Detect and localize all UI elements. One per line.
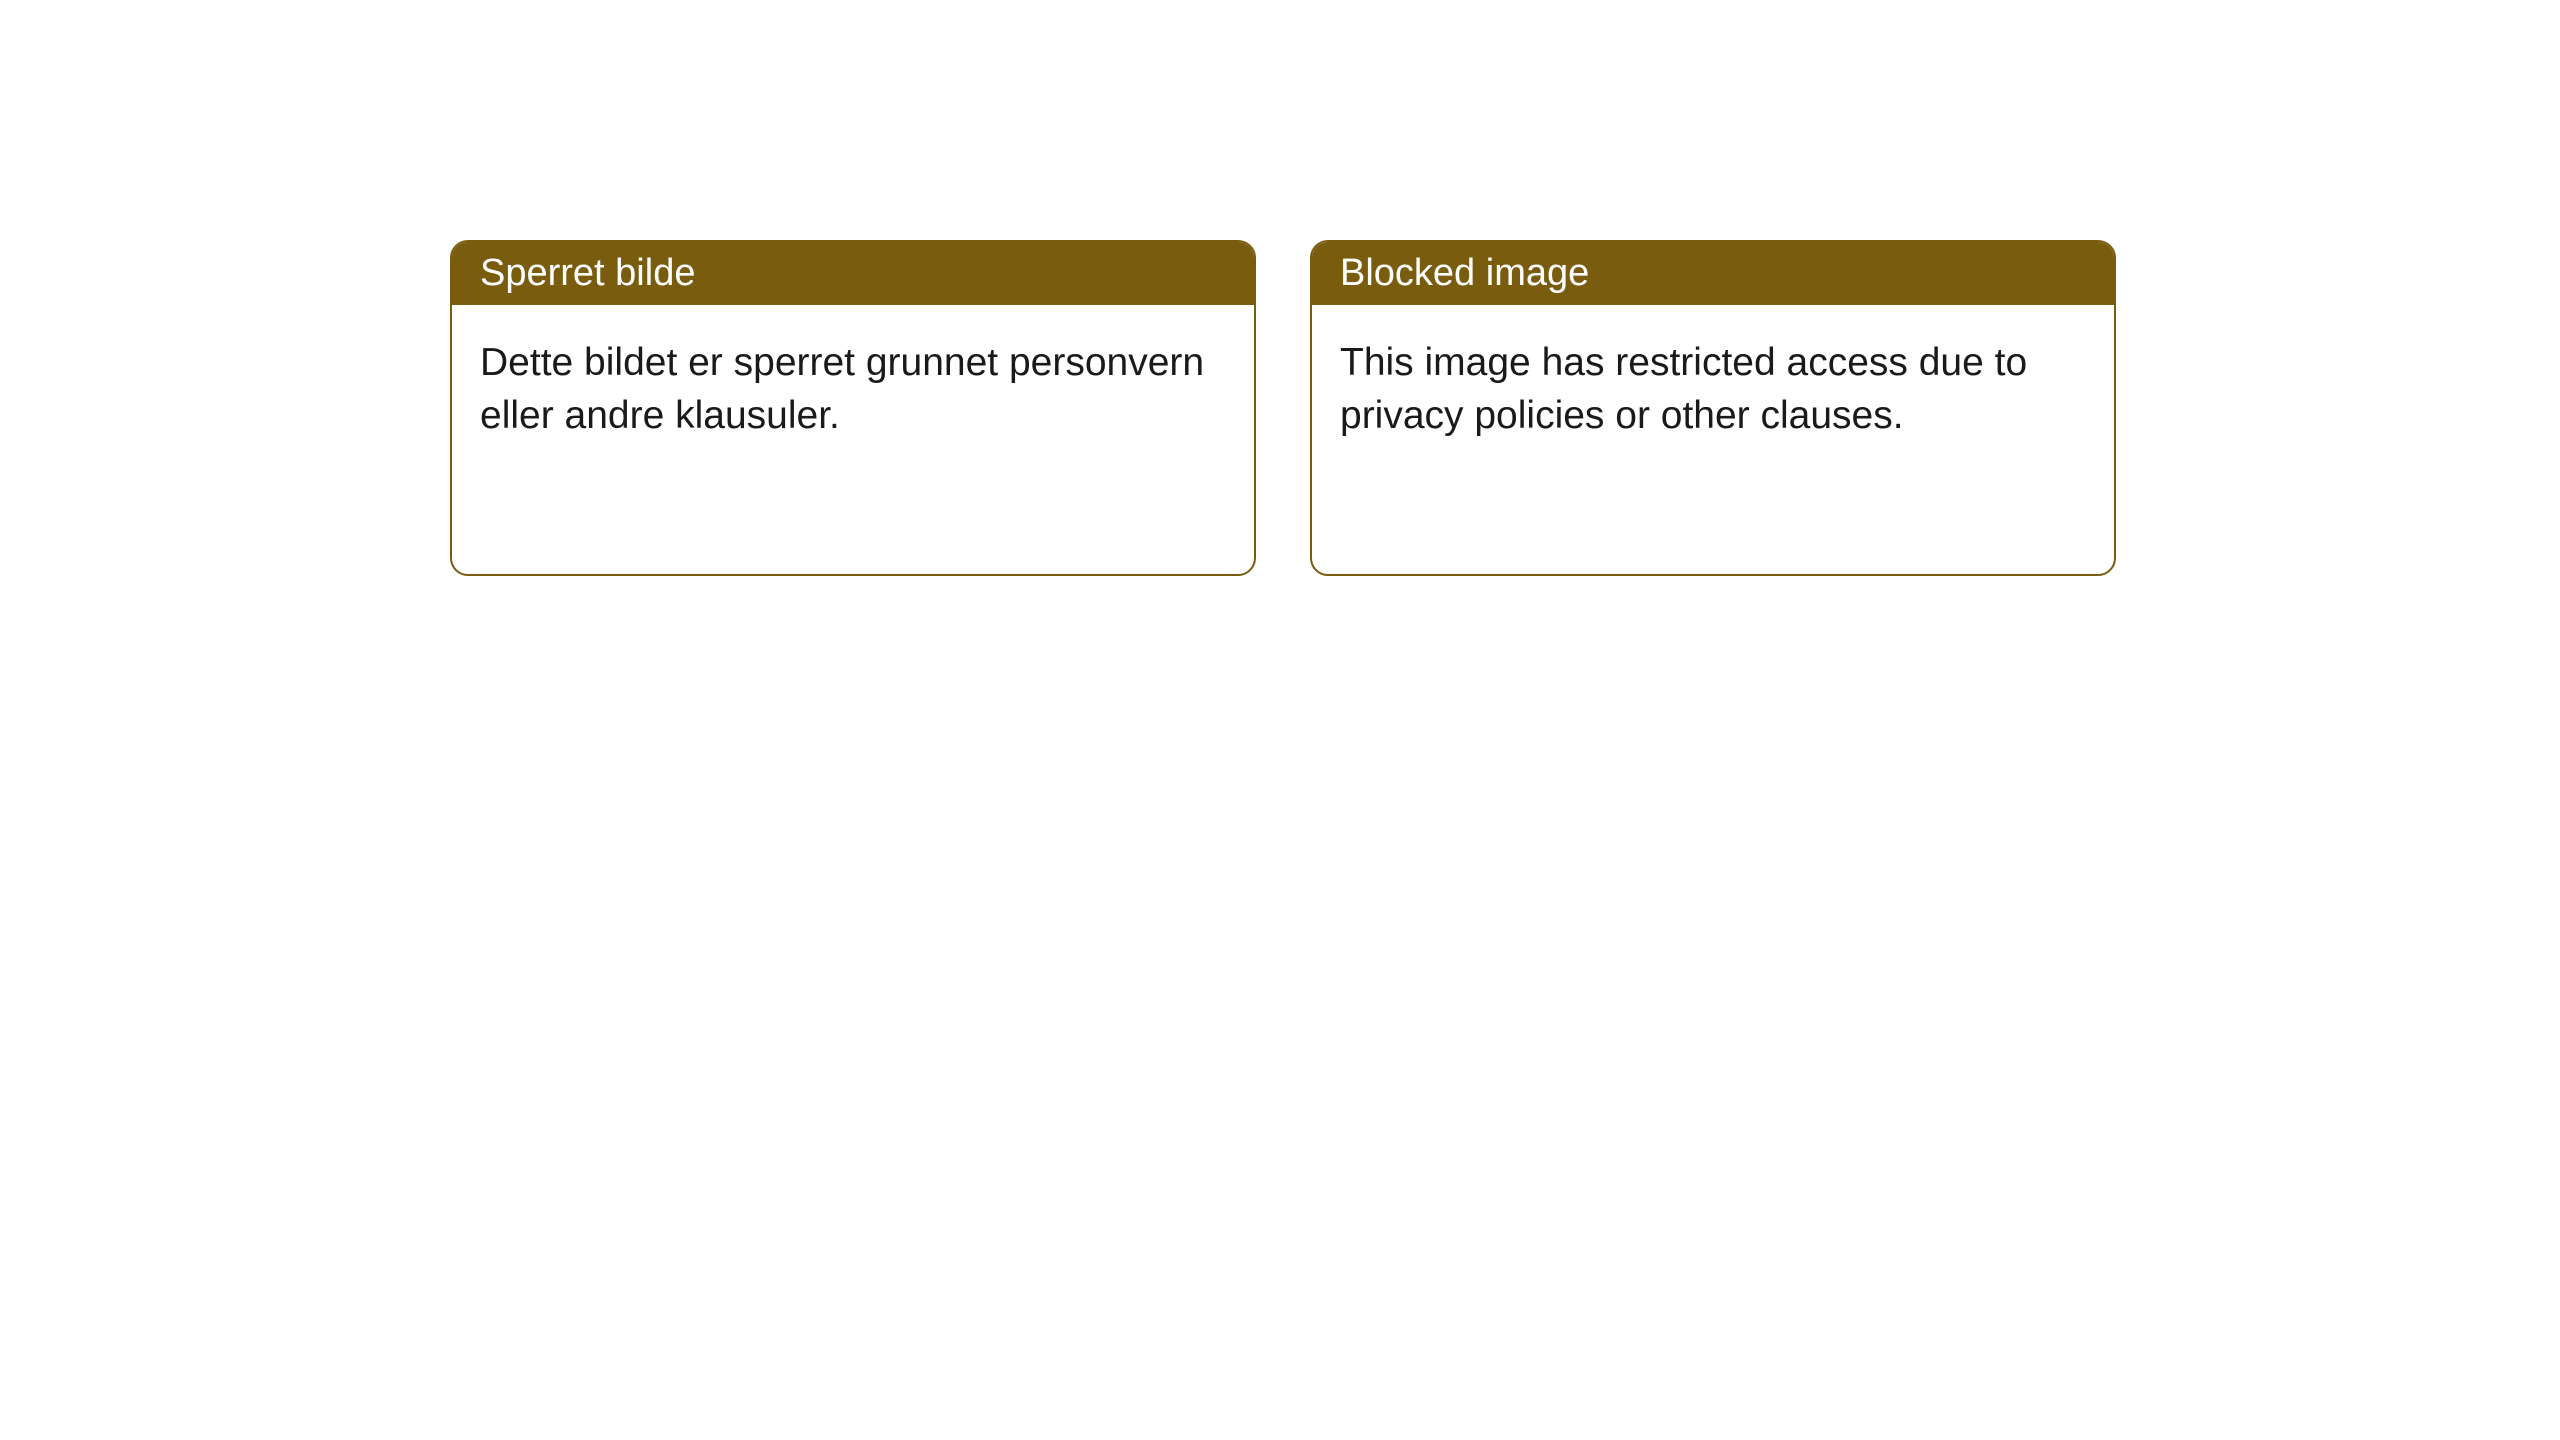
card-header-en: Blocked image bbox=[1312, 242, 2114, 305]
blocked-image-card-no: Sperret bilde Dette bildet er sperret gr… bbox=[450, 240, 1256, 576]
cards-container: Sperret bilde Dette bildet er sperret gr… bbox=[0, 0, 2560, 576]
card-header-no: Sperret bilde bbox=[452, 242, 1254, 305]
blocked-image-card-en: Blocked image This image has restricted … bbox=[1310, 240, 2116, 576]
card-body-no: Dette bildet er sperret grunnet personve… bbox=[452, 305, 1254, 474]
card-body-en: This image has restricted access due to … bbox=[1312, 305, 2114, 474]
